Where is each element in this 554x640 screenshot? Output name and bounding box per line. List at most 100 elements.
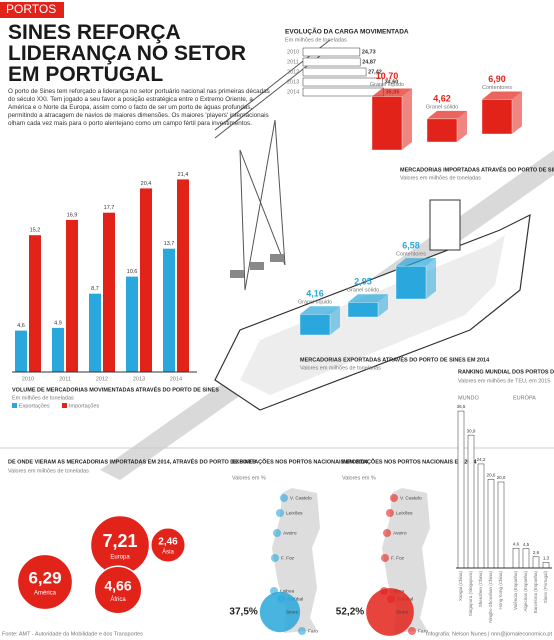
section-tag: [0, 2, 64, 18]
container-side: [512, 91, 522, 134]
chart-title: MERCADORIAS EXPORTADAS ATRAVÉS DO PORTO …: [300, 355, 490, 363]
value-label: 2,6: [533, 550, 540, 555]
value-label: 4,6: [513, 541, 520, 546]
chart-subtitle: Em milhões de toneladas: [12, 395, 74, 401]
bar: [163, 248, 175, 372]
chart-title: EXPORTAÇÕES NOS PORTOS NACIONAIS EM 2014: [232, 458, 369, 465]
port-label: V. Castelo: [290, 495, 312, 501]
container-stack: [347, 302, 379, 318]
section-label: PORTOS: [6, 2, 56, 16]
bar: [512, 547, 520, 569]
bar: [52, 327, 64, 372]
port-dot: [408, 627, 416, 635]
bar: [302, 77, 383, 87]
port-label: Sines: [396, 609, 409, 615]
ship-bridge: [429, 199, 461, 251]
value-label: 4,5: [523, 542, 530, 547]
share-bubble: [366, 588, 414, 636]
x-tick-label: 2014: [170, 376, 182, 382]
value-label: 16,9: [67, 212, 78, 218]
value-label: 24,73: [362, 49, 376, 55]
title-line: SINES REFORÇA: [8, 21, 181, 44]
port-dot: [276, 509, 284, 517]
bar: [302, 67, 367, 77]
value-label: 27,42: [368, 69, 382, 75]
value-label: 6,90: [488, 74, 506, 84]
container-top: [300, 306, 340, 315]
chart-title: IMPORTAÇÕES NOS PORTOS NACIONAIS EM 2014: [342, 458, 478, 465]
bar: [15, 330, 27, 372]
category-label: África: [110, 596, 126, 603]
x-tick-label: 2012: [96, 376, 108, 382]
port-dot: [271, 554, 279, 562]
value-label: 20,6: [487, 473, 496, 478]
x-tick-label: Algeciras (Espanha): [523, 571, 528, 612]
container-side: [426, 258, 436, 299]
value-label: 52,2%: [336, 607, 364, 618]
container-top: [482, 91, 522, 100]
value-label: 37,5%: [229, 607, 257, 618]
chart-title: MERCADORIAS IMPORTADAS ATRAVÉS DO PORTO …: [400, 165, 554, 173]
bubble: [16, 553, 74, 611]
value-label: 17,7: [104, 205, 115, 211]
bar: [126, 276, 138, 372]
category-label: Europa: [110, 554, 130, 560]
bar: [302, 47, 361, 57]
chart-subtitle: Valores em %: [342, 475, 376, 481]
value-label: 2,46: [158, 537, 178, 548]
intro: O porto de Sines tem reforçado a lideran…: [8, 88, 270, 127]
port-dot: [381, 554, 389, 562]
x-tick-label: 2010: [22, 376, 34, 382]
value-label: 21,4: [178, 172, 189, 178]
bar: [89, 293, 101, 372]
port-label: Aveiro: [283, 530, 297, 536]
legend-label: Importações: [69, 403, 100, 409]
value-label: 30,9: [467, 428, 476, 433]
bar: [177, 179, 189, 372]
chart-subtitle: Valores em %: [232, 475, 266, 481]
chart-title: VOLUME DE MERCADORIAS MOVIMENTADAS ATRAV…: [12, 385, 219, 393]
bar: [487, 479, 495, 569]
bar: [302, 87, 384, 97]
port-dot: [273, 529, 281, 537]
value-label: 4,6: [17, 323, 25, 329]
value-label: 4,16: [306, 289, 324, 299]
x-tick-label: 2013: [133, 376, 145, 382]
container-stack: [481, 99, 513, 135]
bar: [457, 410, 465, 569]
value-label: 34,60: [385, 79, 399, 85]
value-label: 4,62: [433, 93, 451, 103]
value-label: 4,66: [104, 578, 131, 594]
container-stack: [299, 314, 331, 336]
value-label: 36,5: [457, 404, 466, 409]
legend-swatch: [12, 403, 17, 408]
title-line: LIDERANÇA NO SETOR: [8, 42, 247, 65]
legend-swatch: [62, 403, 67, 408]
chart-subtitle: Valores em milhões de toneladas: [400, 175, 481, 181]
port-label: Lisboa: [280, 588, 294, 594]
source: Fonte: AMT - Autoridade da Mobilidade e …: [2, 631, 143, 637]
port-dot: [280, 494, 288, 502]
row-label: 2013: [287, 79, 299, 85]
share-bubble: [259, 591, 301, 633]
bar: [103, 212, 115, 372]
title-line: EM PORTUGAL: [8, 63, 164, 86]
value-label: 1,3: [543, 556, 550, 561]
bar: [497, 481, 505, 569]
value-label: 24,2: [477, 457, 486, 462]
value-label: 20,4: [141, 181, 152, 187]
bar: [66, 219, 78, 372]
quay-containers: [230, 254, 284, 278]
value-label: 13,7: [164, 241, 175, 247]
category-label: Granel sólido: [426, 104, 458, 110]
value-label: 6,29: [28, 568, 61, 587]
legend-label: Exportações: [19, 403, 50, 409]
x-tick-label: Shenzhen (China): [478, 571, 483, 608]
value-label: 6,58: [402, 240, 420, 250]
value-label: 10,6: [127, 269, 138, 275]
bar: [477, 463, 485, 569]
group-label: EUROPA: [513, 395, 536, 401]
value-label: 20,0: [497, 475, 506, 480]
